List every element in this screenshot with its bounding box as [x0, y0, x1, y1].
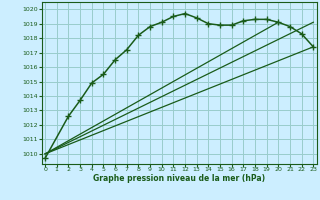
X-axis label: Graphe pression niveau de la mer (hPa): Graphe pression niveau de la mer (hPa) — [93, 174, 265, 183]
